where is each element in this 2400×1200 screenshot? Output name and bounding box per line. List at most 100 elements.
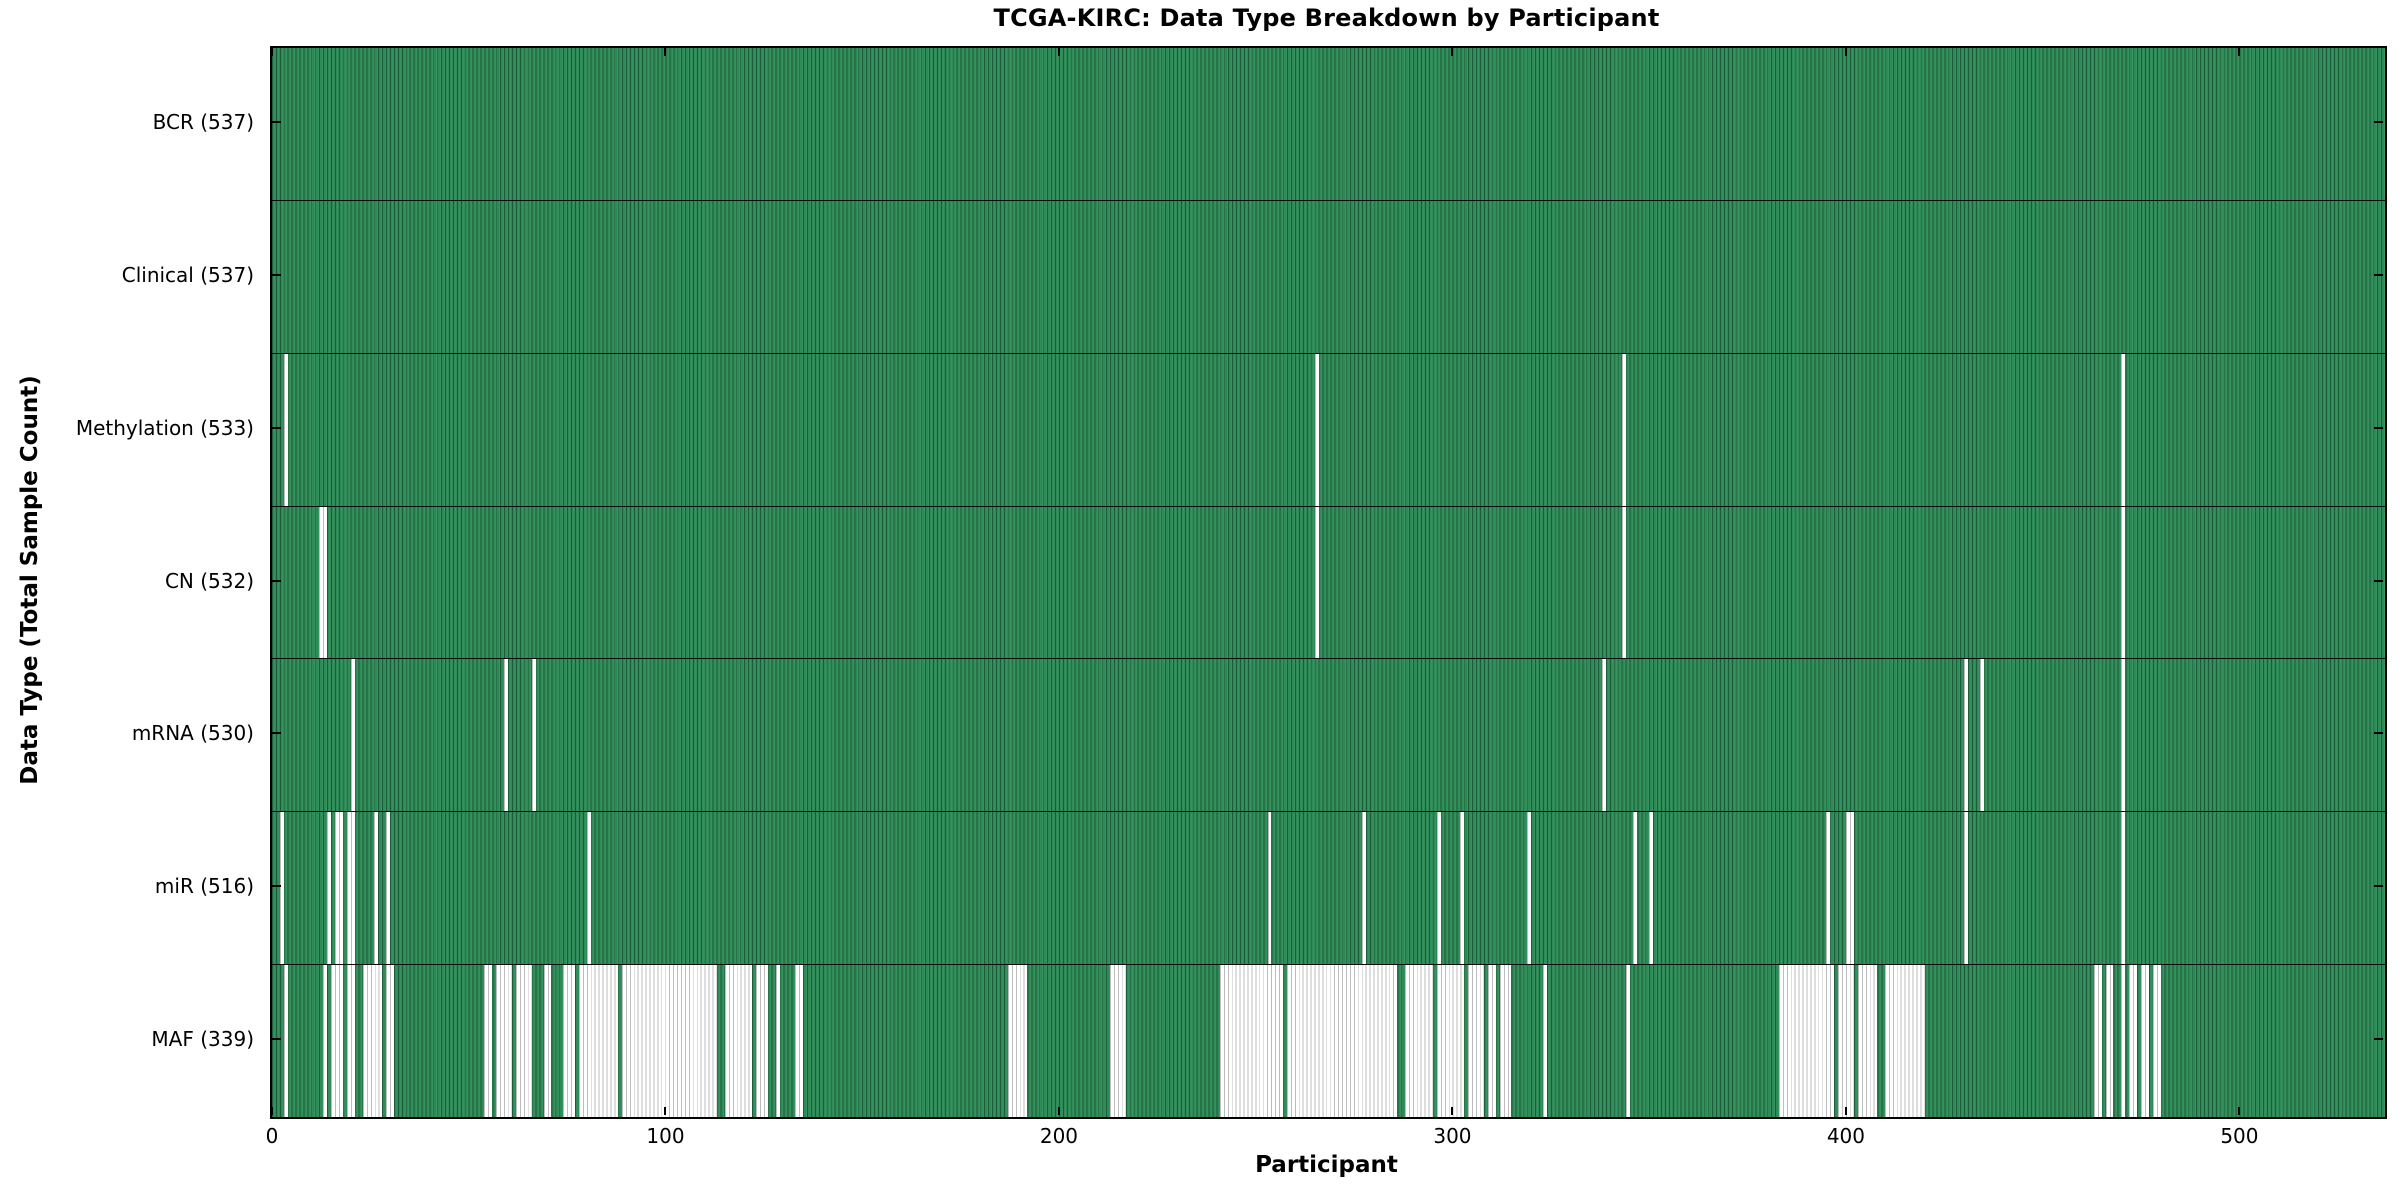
- absent-segment: [1220, 965, 1284, 1118]
- plot-area: Present Absent: [270, 46, 2387, 1119]
- absent-segment: [2141, 965, 2149, 1118]
- absent-segment: [2121, 353, 2126, 506]
- y-tick-mark: [272, 1037, 281, 1040]
- absent-segment: [1963, 659, 1968, 812]
- absent-segment: [578, 965, 619, 1118]
- x-tick-mark: [1057, 48, 1060, 56]
- y-tick-mark: [2374, 884, 2383, 887]
- absent-segment: [374, 812, 379, 965]
- y-tick-mark: [2374, 121, 2383, 124]
- x-tick-mark: [664, 1107, 667, 1115]
- y-tick-mark: [2374, 426, 2383, 429]
- y-tick-mark: [272, 426, 281, 429]
- y-tick-label-BCR: BCR (537): [152, 110, 254, 135]
- y-tick-label-miR: miR (516): [154, 873, 254, 898]
- x-axis-label: Participant: [1255, 1152, 1398, 1178]
- absent-segment: [362, 965, 383, 1118]
- x-tick-mark: [2238, 1107, 2241, 1115]
- y-tick-label-mRNA: mRNA (530): [131, 721, 254, 746]
- x-tick-mark: [271, 48, 273, 56]
- absent-segment: [496, 965, 513, 1118]
- row-Methylation: [272, 353, 2385, 507]
- y-tick-mark: [272, 732, 281, 735]
- absent-segment: [1361, 812, 1366, 965]
- row-mRNA: [272, 659, 2385, 813]
- y-tick-label-Methylation: Methylation (533): [75, 415, 254, 440]
- x-tick-label-200: 200: [1039, 1124, 1079, 1148]
- absent-segment: [2129, 965, 2138, 1118]
- absent-segment: [1649, 812, 1654, 965]
- absent-segment: [346, 812, 355, 965]
- absent-segment: [1460, 812, 1465, 965]
- absent-segment: [1633, 812, 1638, 965]
- absent-segment: [1838, 965, 1854, 1118]
- absent-segment: [1314, 353, 1319, 506]
- presence-matrix: [272, 48, 2385, 1118]
- absent-segment: [1110, 965, 1126, 1118]
- row-MAF: [272, 965, 2385, 1118]
- x-tick-label-500: 500: [2220, 1124, 2259, 1148]
- y-axis-label: Data Type (Total Sample Count): [17, 375, 43, 785]
- absent-segment: [2093, 965, 2102, 1118]
- x-tick-mark: [271, 1107, 273, 1115]
- x-tick-mark: [1451, 48, 1454, 56]
- absent-segment: [1007, 965, 1028, 1118]
- x-tick-mark: [1844, 1107, 1847, 1115]
- absent-segment: [1826, 812, 1831, 965]
- absent-segment: [1885, 965, 1925, 1118]
- absent-segment: [2121, 965, 2126, 1118]
- y-tick-mark: [2374, 732, 2383, 735]
- row-Clinical: [272, 200, 2385, 354]
- y-tick-mark: [272, 884, 281, 887]
- absent-segment: [319, 506, 328, 659]
- absent-segment: [504, 659, 509, 812]
- absent-segment: [1468, 965, 1484, 1118]
- absent-segment: [622, 965, 717, 1118]
- absent-segment: [1621, 353, 1626, 506]
- x-tick-label-100: 100: [646, 1124, 685, 1148]
- absent-segment: [386, 965, 394, 1118]
- absent-segment: [531, 659, 536, 812]
- absent-segment: [1621, 506, 1626, 659]
- absent-segment: [775, 965, 780, 1118]
- row-miR: [272, 812, 2385, 966]
- absent-segment: [1314, 506, 1319, 659]
- absent-segment: [323, 965, 328, 1118]
- absent-segment: [350, 659, 355, 812]
- y-tick-mark: [2374, 1037, 2383, 1040]
- absent-segment: [1499, 965, 1512, 1118]
- row-BCR: [272, 48, 2385, 201]
- absent-segment: [2121, 812, 2126, 965]
- x-tick-mark: [1844, 48, 1847, 56]
- absent-segment: [1267, 812, 1272, 965]
- absent-segment: [2121, 506, 2126, 659]
- row-CN: [272, 506, 2385, 660]
- y-tick-label-CN: CN (532): [164, 568, 254, 593]
- absent-segment: [1601, 659, 1606, 812]
- y-tick-label-Clinical: Clinical (537): [121, 263, 254, 288]
- y-tick-mark: [272, 121, 281, 124]
- absent-segment: [1845, 812, 1854, 965]
- absent-segment: [1436, 965, 1465, 1118]
- y-tick-label-MAF: MAF (339): [151, 1026, 254, 1051]
- absent-segment: [2121, 659, 2126, 812]
- absent-segment: [1287, 965, 1398, 1118]
- x-tick-mark: [1057, 1107, 1060, 1115]
- absent-segment: [2152, 965, 2161, 1118]
- absent-segment: [386, 812, 391, 965]
- x-tick-label-0: 0: [265, 1124, 279, 1148]
- absent-segment: [327, 812, 331, 965]
- absent-segment: [1542, 965, 1547, 1118]
- absent-segment: [331, 965, 343, 1118]
- x-tick-mark: [1451, 1107, 1454, 1115]
- absent-segment: [1963, 812, 1968, 965]
- absent-segment: [515, 965, 532, 1118]
- x-tick-label-300: 300: [1433, 1124, 1472, 1148]
- absent-segment: [1857, 965, 1878, 1118]
- absent-segment: [1779, 965, 1835, 1118]
- absent-segment: [346, 965, 355, 1118]
- x-tick-mark: [2238, 48, 2241, 56]
- absent-segment: [755, 965, 768, 1118]
- x-tick-mark: [664, 48, 667, 56]
